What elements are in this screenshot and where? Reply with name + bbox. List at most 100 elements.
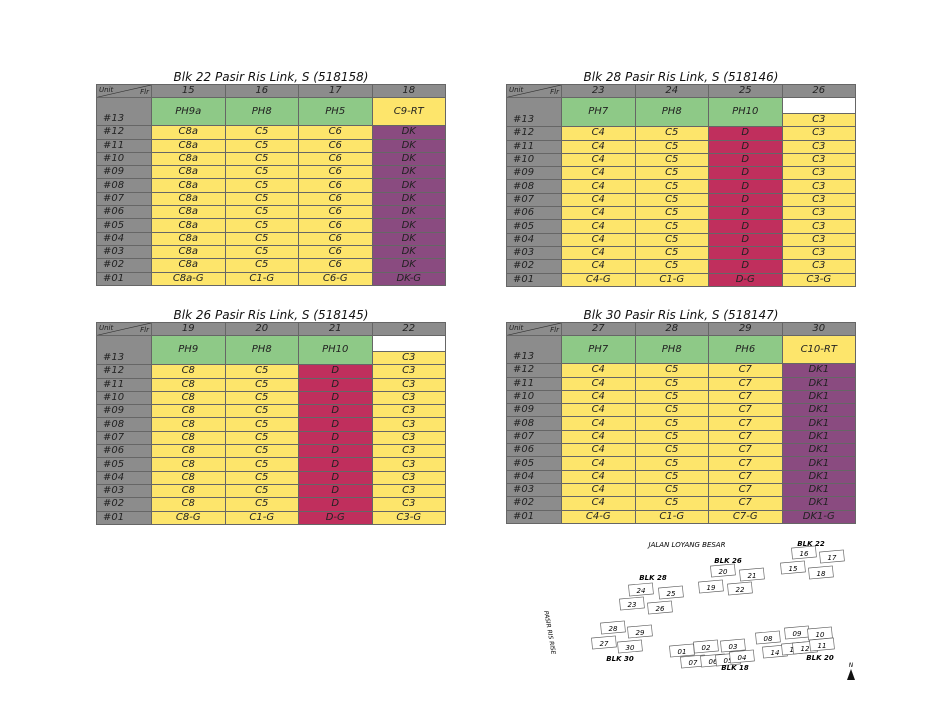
floor-label: #01 [506, 509, 562, 524]
site-unit-label: 01 [678, 648, 687, 656]
block-table: Blk 30 Pasir Ris Link, S (518147) Unit Flr… [506, 308, 856, 524]
unit-type-cell: C6 [298, 258, 373, 273]
floor-label: #08 [506, 416, 562, 431]
unit-type-cell: DK [371, 138, 446, 153]
unit-type-cell: PH7 [561, 97, 636, 128]
unit-type-cell: C5 [224, 258, 299, 273]
site-block-label: BLK 22 [797, 540, 825, 548]
unit-number-header: 24 [634, 83, 709, 99]
unit-type-cell: C5 [224, 191, 299, 207]
unit-type-cell: C3 [781, 126, 856, 141]
table-row: #05 C8 C5 D C3 [96, 457, 446, 472]
unit-type-cell: C7 [708, 469, 783, 484]
unit-type-cell: D [298, 483, 373, 499]
unit-type-cell: C7 [708, 443, 783, 458]
unit-type-cell: DK-G [371, 271, 446, 286]
unit-type-cell: C3 [371, 470, 446, 485]
unit-type-cell: DK [371, 205, 446, 220]
unit-type-cell: C7 [708, 456, 783, 471]
north-arrow-icon [847, 669, 855, 680]
road-label: JALAN LOYANG BESAR [647, 541, 726, 549]
unit-type-cell: D [298, 444, 373, 459]
site-unit-label: 30 [626, 644, 635, 652]
site-unit: 15 [780, 560, 806, 575]
unit-type-cell: C7 [708, 416, 783, 431]
unit-type-cell: C4 [561, 469, 636, 484]
site-unit-label: 29 [636, 629, 645, 637]
site-unit-label: 24 [637, 587, 646, 595]
site-unit-label: 08 [764, 635, 773, 643]
unit-number-header: 27 [561, 321, 636, 337]
unit-type-cell: C3 [371, 430, 446, 446]
unit-type-cell: DK1-G [781, 509, 856, 524]
unit-type-cell: DK1 [781, 389, 856, 405]
table-row: #13 PH7 PH8 PH6 C10-RT [506, 335, 856, 365]
unit-label: Unit [99, 324, 114, 332]
site-unit-label: 06 [709, 658, 718, 666]
floor-label: #10 [506, 389, 562, 405]
site-unit-label: 11 [818, 642, 827, 650]
site-unit-label: 03 [729, 643, 738, 651]
unit-type-cell: PH6 [708, 335, 783, 365]
site-unit: 24 [628, 582, 654, 597]
block-table: Blk 28 Pasir Ris Link, S (518146) Unit Flr… [506, 70, 856, 287]
unit-type-cell: C3-G [781, 272, 856, 287]
unit-type-cell: C4-G [561, 509, 636, 524]
unit-type-cell: C4 [561, 456, 636, 471]
unit-type-cell: C5 [224, 178, 299, 193]
unit-type-cell: C5 [634, 192, 709, 208]
floor-label: #01 [96, 510, 152, 525]
table-row: #05 C4 C5 C7 DK1 [506, 456, 856, 471]
site-unit-label: 04 [738, 654, 747, 662]
table-row: #02 C8a C5 C6 DK [96, 258, 446, 273]
floor-label: #09 [96, 404, 152, 419]
table-row: #10 C4 C5 D C3 [506, 152, 856, 168]
header-row: Unit Flr 15 16 17 18 [96, 83, 446, 99]
floor-label: #06 [506, 206, 562, 221]
unit-type-cell: D [708, 139, 783, 154]
table-row: #10 C8a C5 C6 DK [96, 151, 446, 167]
unit-type-cell: C6 [298, 178, 373, 193]
unit-type-cell: C5 [634, 403, 709, 418]
unit-type-cell: PH10 [298, 335, 373, 366]
unit-type-cell: C1-G [634, 509, 709, 524]
site-unit: 23 [619, 596, 645, 611]
unit-type-cell: C3 [781, 259, 856, 274]
unit-type-cell: PH8 [634, 97, 709, 128]
floor-label: #06 [96, 205, 152, 220]
unit-type-cell: C8 [151, 444, 226, 459]
site-unit-label: 16 [800, 550, 809, 558]
unit-type-cell: C5 [634, 376, 709, 391]
floor-label: #03 [96, 244, 152, 260]
block-title: Blk 30 Pasir Ris Link, S (518147) [583, 308, 779, 322]
table-row: #12 C4 C5 D C3 [506, 126, 856, 141]
unit-type-cell: C7 [708, 389, 783, 405]
unit-type-cell: C5 [224, 417, 299, 432]
table-row: #02 C8 C5 D C3 [96, 497, 446, 512]
unit-type-cell: DK [371, 191, 446, 207]
unit-type-cell: D-G [708, 272, 783, 287]
unit-type-cell: C5 [224, 364, 299, 379]
unit-type-cell: C5 [634, 206, 709, 221]
unit-type-cell: C7-G [708, 509, 783, 524]
site-unit: 22 [727, 581, 753, 596]
unit-type-cell: C6 [298, 191, 373, 207]
unit-type-cell: C5 [634, 166, 709, 181]
floor-label: #05 [96, 218, 152, 233]
floor-label: Flr [140, 88, 149, 97]
unit-type-cell: C4 [561, 403, 636, 418]
floor-label: #03 [506, 482, 562, 498]
site-unit: 18 [808, 565, 834, 580]
unit-type-cell: C6 [298, 231, 373, 246]
side-road-label: PASIR RIS RISE [542, 610, 557, 655]
unit-type-cell: DK1 [781, 376, 856, 391]
unit-type-cell: D [708, 126, 783, 141]
unit-type-cell: PH7 [561, 335, 636, 365]
unit-type-cell: C6 [298, 244, 373, 260]
unit-number-header: 23 [561, 83, 636, 99]
table-row: #03 C8 C5 D C3 [96, 483, 446, 499]
site-unit-label: 17 [828, 554, 837, 562]
unit-type-cell: C5 [634, 429, 709, 445]
site-block-label: BLK 18 [721, 664, 749, 672]
